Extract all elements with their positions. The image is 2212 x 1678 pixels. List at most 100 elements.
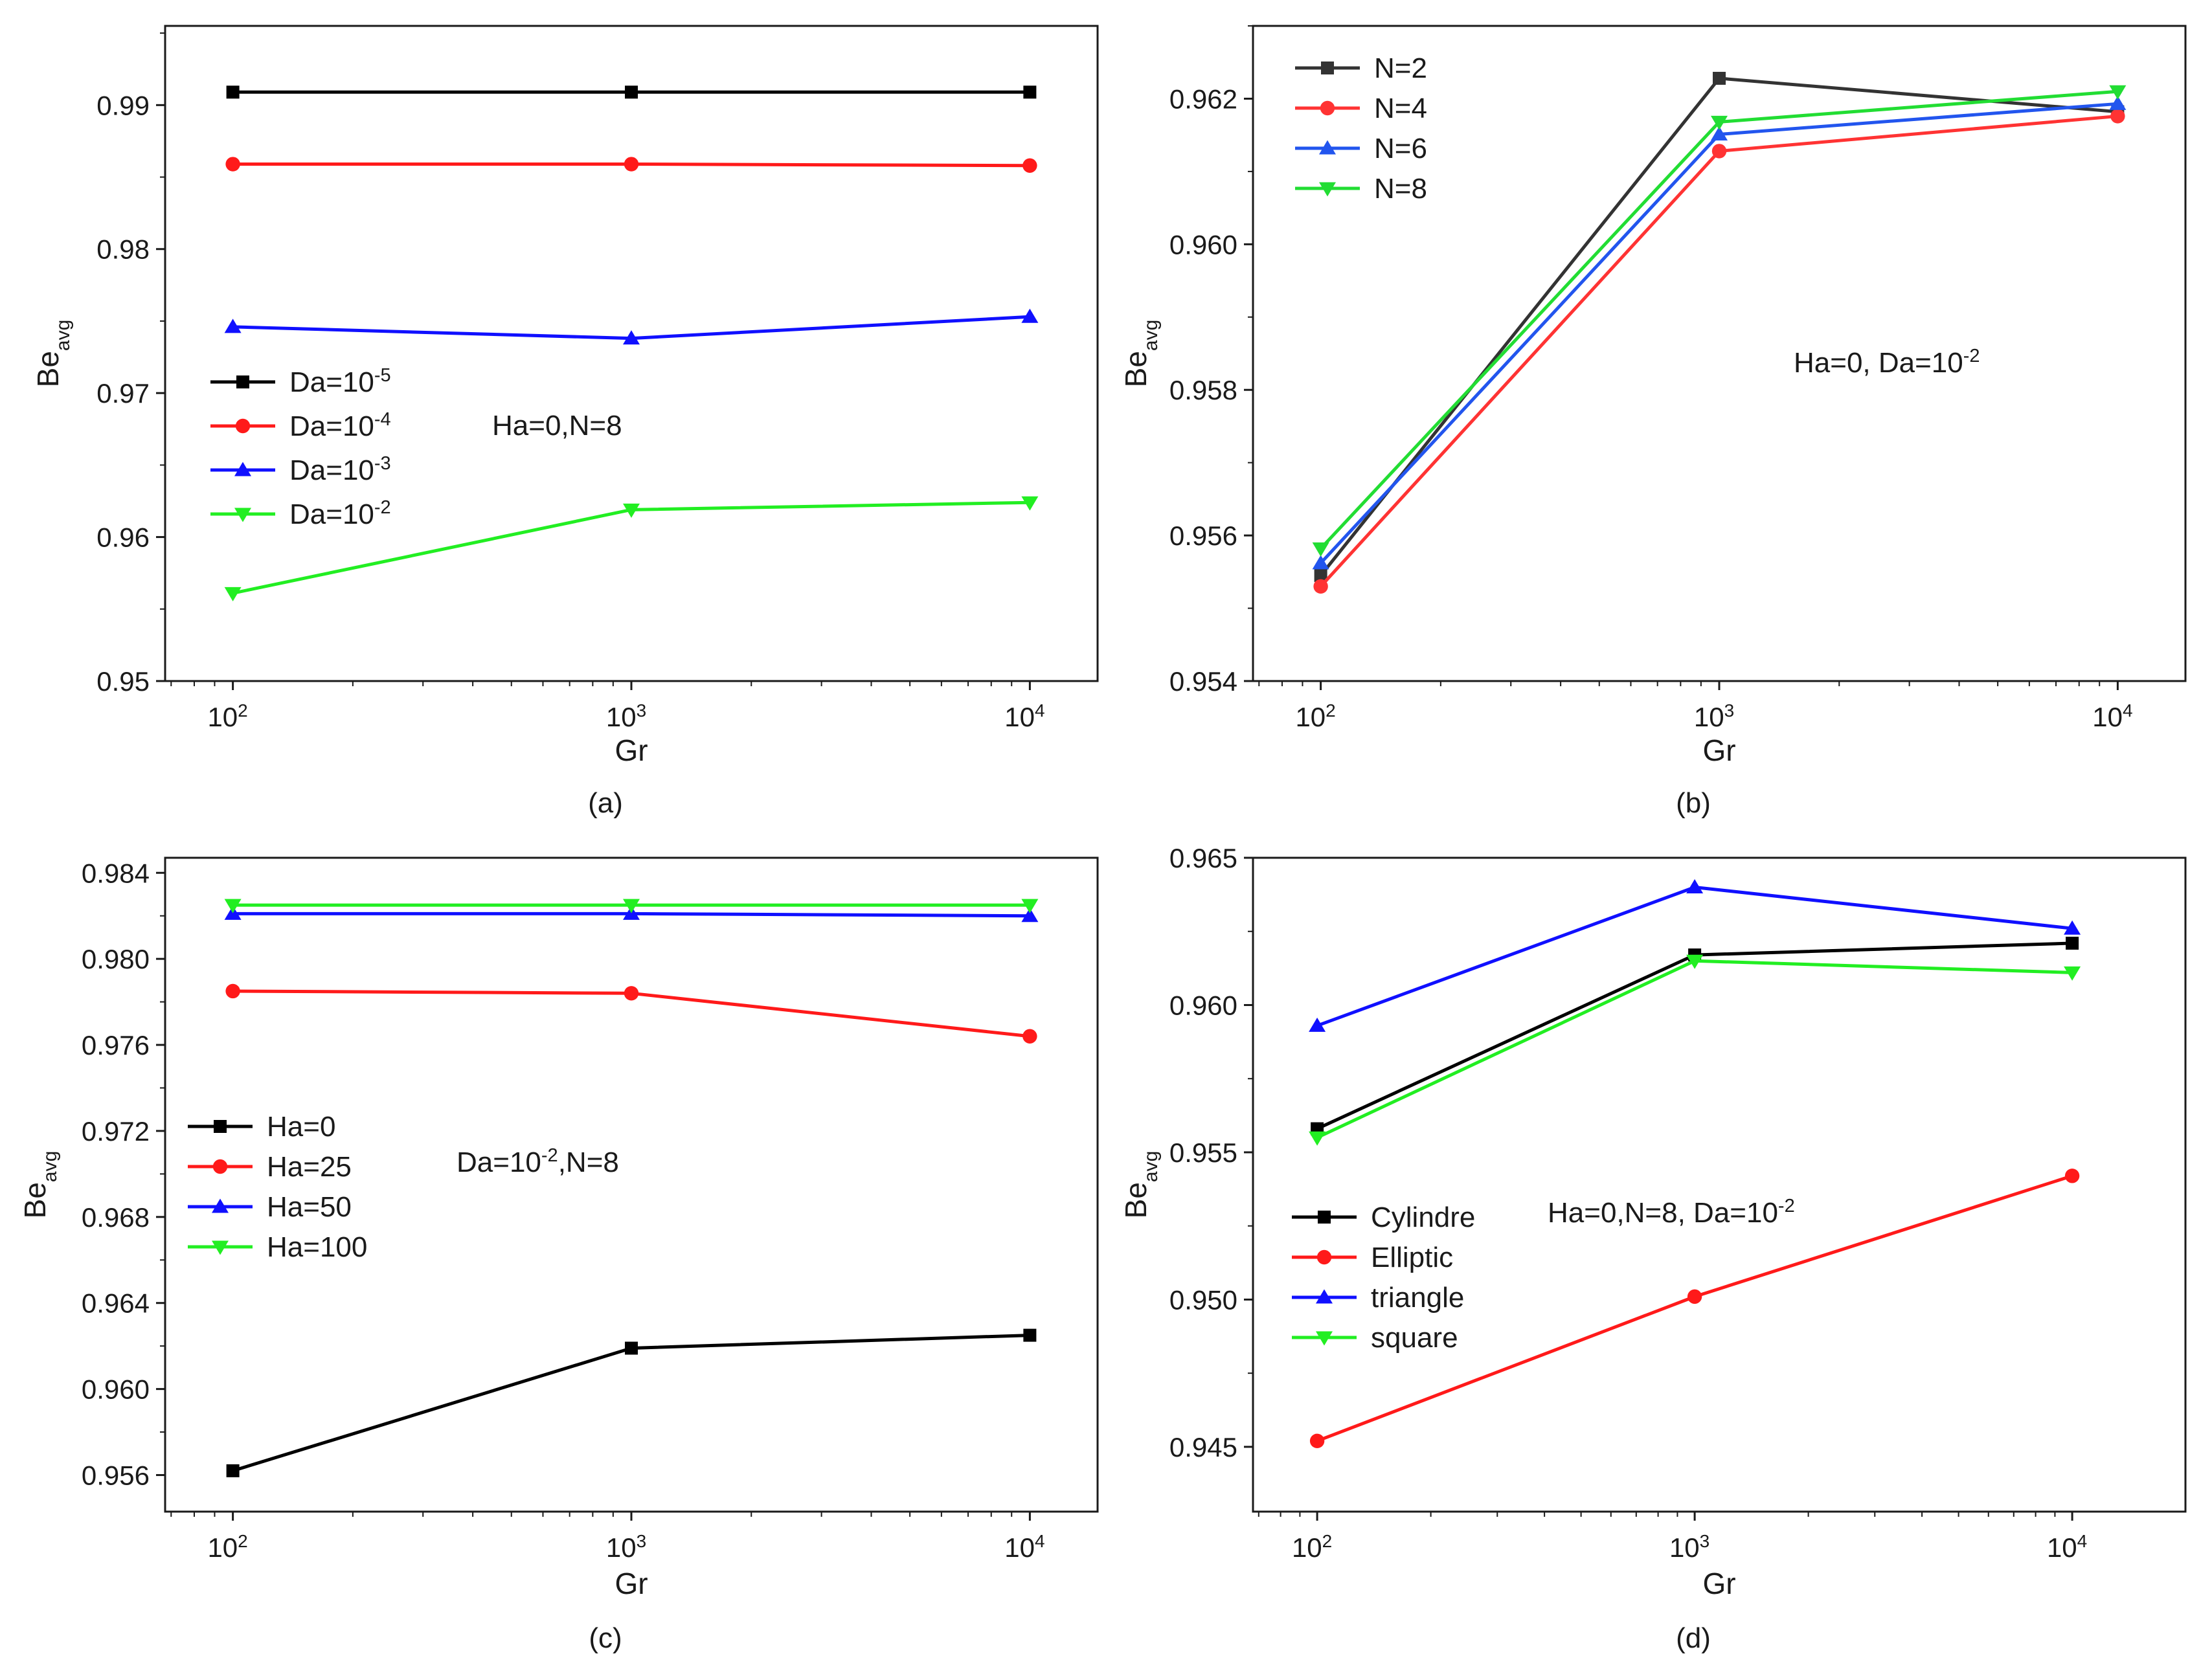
series-b-3 (1312, 95, 2127, 570)
text-part: Da=10 (289, 454, 374, 486)
text-part: N=2 (1374, 52, 1427, 84)
y-tick-label: 0.950 (1169, 1284, 1237, 1315)
x-tick-label: 104 (1004, 700, 1044, 733)
series-d-4 (1309, 954, 2081, 1146)
y-tick-label: 0.960 (82, 1374, 150, 1405)
superscript-text: 3 (637, 1531, 647, 1551)
superscript-text: -5 (374, 365, 391, 386)
data-point (2110, 109, 2125, 124)
plot-frame (1252, 856, 2187, 1513)
superscript-text: -3 (374, 453, 391, 474)
y-axis-title: Beavg (31, 320, 74, 388)
legend-marker (1316, 1331, 1333, 1346)
data-point (2064, 920, 2081, 935)
legend-entry: Da=10-3 (210, 453, 391, 486)
text-part: Da=10 (289, 498, 374, 530)
series-line (1316, 941, 2073, 1130)
panel-label: (a) (588, 787, 623, 819)
data-point (224, 587, 242, 601)
text-part: Ha=25 (267, 1151, 352, 1183)
legend-label: N=6 (1374, 133, 1427, 164)
x-axis-title: Gr (1702, 733, 1735, 767)
y-tick-label: 0.960 (1169, 229, 1237, 260)
data-point (224, 319, 242, 333)
legend-entry: triangle (1292, 1282, 1464, 1314)
legend-marker (1321, 62, 1334, 74)
data-point (2109, 85, 2127, 100)
legend-marker (236, 375, 249, 388)
legend-label: Da=10-3 (289, 453, 391, 486)
text-part: 10 (2092, 702, 2123, 732)
y-tick-label: 0.984 (82, 858, 150, 888)
series-a-2 (225, 157, 1037, 173)
series-b-2 (1313, 109, 2125, 594)
superscript-text: -2 (1778, 1196, 1795, 1216)
legend-entry: N=4 (1295, 93, 1427, 124)
text-part: 10 (2047, 1532, 2077, 1563)
text-part: 10 (1295, 702, 1326, 732)
plot-frame (164, 856, 1099, 1513)
data-point (1711, 115, 1728, 130)
legend-label: Ha=50 (267, 1191, 352, 1223)
y-tick-label: 0.965 (1169, 843, 1237, 873)
x-tick-label: 103 (1669, 1531, 1710, 1563)
series-a-3 (224, 308, 1039, 345)
chart-panel-c: 0.956 0.960 0.964 0.968 0.972 0.976 0.980 0.984… (18, 856, 1099, 1654)
text-part: Elliptic (1371, 1242, 1453, 1273)
data-point (1686, 954, 1704, 969)
data-point (1711, 144, 1727, 159)
series-line (1316, 959, 2073, 1139)
series-d-2 (1309, 1169, 2080, 1449)
legend-entry: Elliptic (1292, 1242, 1453, 1273)
data-point (2109, 95, 2127, 110)
data-point (625, 85, 638, 99)
y-tick-label: 0.99 (96, 90, 150, 120)
legend-label: Ha=100 (267, 1231, 367, 1263)
text-part: Ha=0, Da=10 (1794, 347, 1963, 379)
x-axis-title: Gr (1702, 1567, 1735, 1600)
annotation-text: Ha=0, Da=10-2 (1794, 346, 1980, 379)
data-point (1309, 1131, 1326, 1146)
legend-marker (212, 1159, 228, 1174)
data-point (1711, 126, 1728, 141)
y-axis-title-main: Be (1119, 1182, 1153, 1218)
text-part: Ha=100 (267, 1231, 367, 1263)
superscript-text: 3 (1724, 700, 1735, 721)
text-part: 10 (606, 702, 637, 732)
series-c-4 (224, 899, 1039, 913)
superscript-text: 4 (2077, 1531, 2088, 1551)
series-line (232, 1334, 1030, 1473)
text-part: 10 (606, 1532, 637, 1563)
legend-entry: N=6 (1295, 133, 1427, 164)
series-a-4 (224, 496, 1039, 601)
text-part: 10 (1669, 1532, 1700, 1563)
text-part: ,N=8 (558, 1147, 619, 1178)
data-point (1314, 568, 1327, 582)
superscript-text: 4 (1035, 1531, 1045, 1551)
x-tick-label: 102 (1295, 700, 1335, 733)
legend-label: triangle (1371, 1282, 1464, 1314)
text-part: N=6 (1374, 133, 1427, 164)
legend-label: square (1371, 1322, 1458, 1354)
x-tick-label: 102 (207, 700, 247, 733)
legend-label: Da=10-2 (289, 497, 391, 530)
superscript-text: -2 (374, 497, 391, 518)
series-c-3 (224, 905, 1039, 923)
y-tick-label: 0.972 (82, 1116, 150, 1147)
legend-marker (212, 1198, 229, 1213)
y-axis-title: Beavg (1119, 320, 1162, 388)
panel-label: (b) (1676, 787, 1711, 819)
legend-marker (1319, 182, 1336, 197)
legend-entry: Ha=25 (188, 1151, 352, 1183)
superscript-text: 2 (1326, 700, 1336, 721)
series-c-2 (225, 983, 1037, 1044)
y-axis-title-sub: avg (52, 320, 74, 351)
legend-label: N=8 (1374, 173, 1427, 205)
data-point (2064, 966, 2081, 981)
text-part: Da=10 (457, 1147, 541, 1178)
y-tick-label: 0.945 (1169, 1432, 1237, 1462)
data-point (225, 157, 240, 172)
data-point (2066, 936, 2079, 950)
